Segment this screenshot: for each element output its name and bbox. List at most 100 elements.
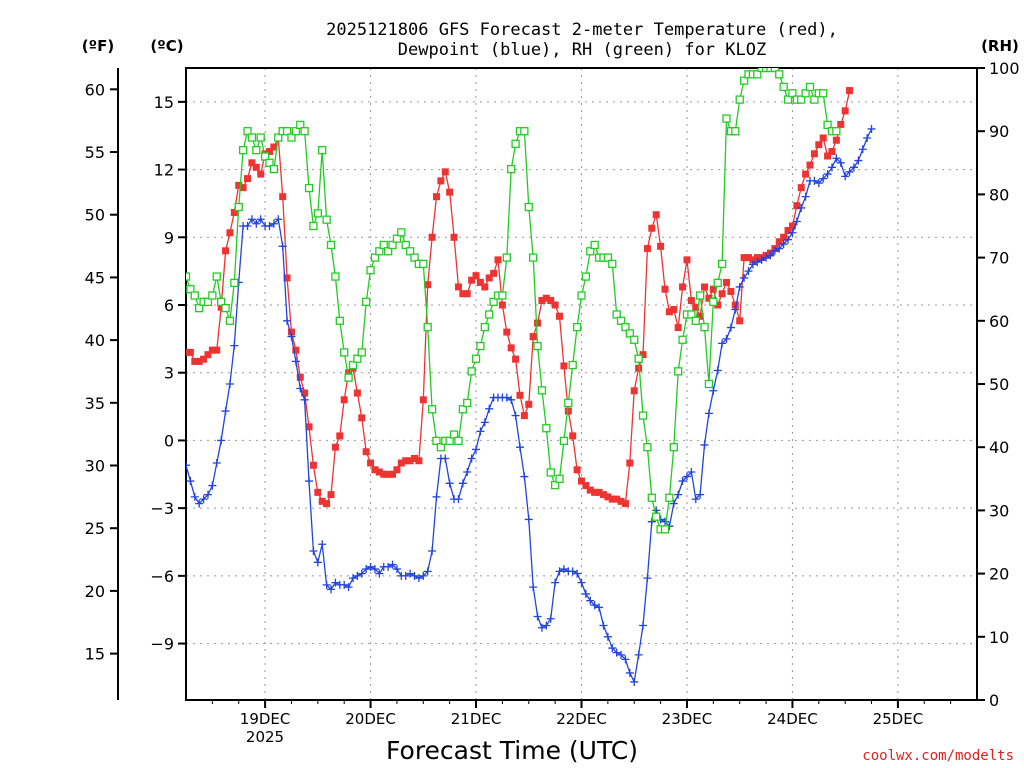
- rh-point: [476, 341, 485, 351]
- dewpoint-point: [546, 614, 555, 623]
- dewpoint-point: [327, 585, 336, 594]
- dewpoint-point: [247, 215, 256, 224]
- dewpoint-point: [265, 222, 274, 230]
- temperature-point: [279, 193, 287, 201]
- dewpoint-point: [300, 395, 309, 404]
- temperature-point: [217, 303, 225, 311]
- temperature-point: [345, 369, 353, 377]
- dewpoint-point: [243, 222, 252, 230]
- dewpoint-point: [792, 217, 801, 226]
- rh-point: [498, 291, 507, 300]
- temperature-point: [846, 87, 854, 95]
- temperature-point: [538, 296, 546, 304]
- rh-point: [348, 360, 358, 370]
- rh-point: [546, 468, 555, 477]
- dewpoint-point: [432, 492, 441, 501]
- rh-point: [230, 278, 239, 288]
- dewpoint-point: [283, 316, 292, 325]
- dewpoint-point: [669, 499, 678, 508]
- rh-point: [783, 95, 793, 104]
- temperature-point: [318, 497, 326, 505]
- rh-point: [722, 114, 731, 123]
- dewpoint-point: [406, 569, 415, 578]
- temperature-point: [468, 276, 476, 284]
- dewpoint-point: [691, 495, 700, 504]
- temperature-point: [599, 491, 607, 499]
- temperature-point: [780, 233, 788, 241]
- rh-point: [797, 95, 806, 104]
- dewpoint-point: [362, 565, 371, 574]
- temperature-point: [244, 175, 252, 183]
- temperature-point: [802, 170, 810, 178]
- celsius-tick-label: 3: [164, 364, 174, 383]
- dewpoint-point: [621, 655, 630, 664]
- temperature-point: [652, 211, 660, 219]
- dewpoint-point: [186, 461, 190, 470]
- rh-point: [322, 215, 331, 224]
- rh-point: [463, 398, 472, 408]
- gridlines: [186, 68, 977, 700]
- temperature-point: [222, 247, 230, 255]
- dewpoint-point: [827, 163, 836, 172]
- dewpoint-point: [476, 427, 485, 436]
- dewpoint-point: [507, 395, 516, 404]
- dewpoint-point: [832, 154, 841, 163]
- rh-point: [524, 202, 533, 212]
- dewpoint-point: [269, 219, 278, 228]
- dewpoint-point: [375, 569, 384, 578]
- temperature-point: [591, 488, 599, 496]
- dewpoint-point: [599, 621, 608, 630]
- rh-point: [823, 120, 832, 130]
- dewpoint-point: [423, 567, 432, 576]
- temperature-point: [239, 184, 247, 192]
- rh-point: [300, 127, 309, 136]
- rh-point: [265, 158, 274, 167]
- celsius-tick-label: 9: [164, 228, 174, 247]
- dewpoint-point: [515, 443, 524, 452]
- rh-point: [375, 247, 384, 256]
- dewpoint-point: [454, 495, 463, 504]
- rh-point: [542, 424, 551, 433]
- rh-point: [625, 329, 634, 338]
- rh-point: [392, 234, 402, 243]
- temperature-point: [810, 150, 818, 158]
- chart-title-line-1: 2025121806 GFS Forecast 2-meter Temperat…: [326, 20, 838, 40]
- rh-point: [313, 209, 322, 218]
- rh-point: [304, 183, 314, 193]
- temperature-point: [670, 306, 678, 314]
- dewpoint-point: [344, 583, 353, 592]
- dewpoint-point: [849, 163, 858, 172]
- rh-point: [810, 95, 819, 104]
- temperature-point: [204, 351, 212, 359]
- dewpoint-point: [766, 251, 775, 260]
- rh-point: [590, 240, 599, 250]
- temperature-point: [503, 328, 511, 336]
- rh-point: [652, 512, 661, 521]
- dewpoint-point: [573, 569, 582, 578]
- temperature-series: [186, 87, 854, 508]
- dewpoint-point: [287, 332, 296, 341]
- temperature-point: [411, 454, 419, 462]
- dewpoint-point: [643, 574, 652, 583]
- rh-point: [480, 322, 489, 332]
- temperature-point: [472, 272, 480, 280]
- rh-point: [603, 253, 613, 262]
- rh-point: [212, 272, 221, 281]
- rh-point: [577, 291, 586, 300]
- rh-point: [507, 164, 516, 174]
- rh-point: [669, 443, 678, 452]
- fahrenheit-tick-label: 55: [85, 143, 105, 162]
- temperature-point: [380, 470, 388, 478]
- x-tick-label: 22DEC: [556, 710, 607, 728]
- temperature-point: [230, 208, 238, 216]
- dewpoint-point: [221, 407, 230, 416]
- dewpoint-point: [854, 156, 863, 165]
- dewpoint-point: [581, 589, 590, 598]
- temperature-point: [270, 143, 278, 151]
- temperature-point: [287, 328, 295, 336]
- rh-point: [634, 354, 643, 363]
- dewpoint-point: [348, 574, 357, 583]
- dewpoint-point: [230, 341, 239, 350]
- dewpoint-point: [748, 260, 757, 269]
- temperature-point: [806, 161, 814, 169]
